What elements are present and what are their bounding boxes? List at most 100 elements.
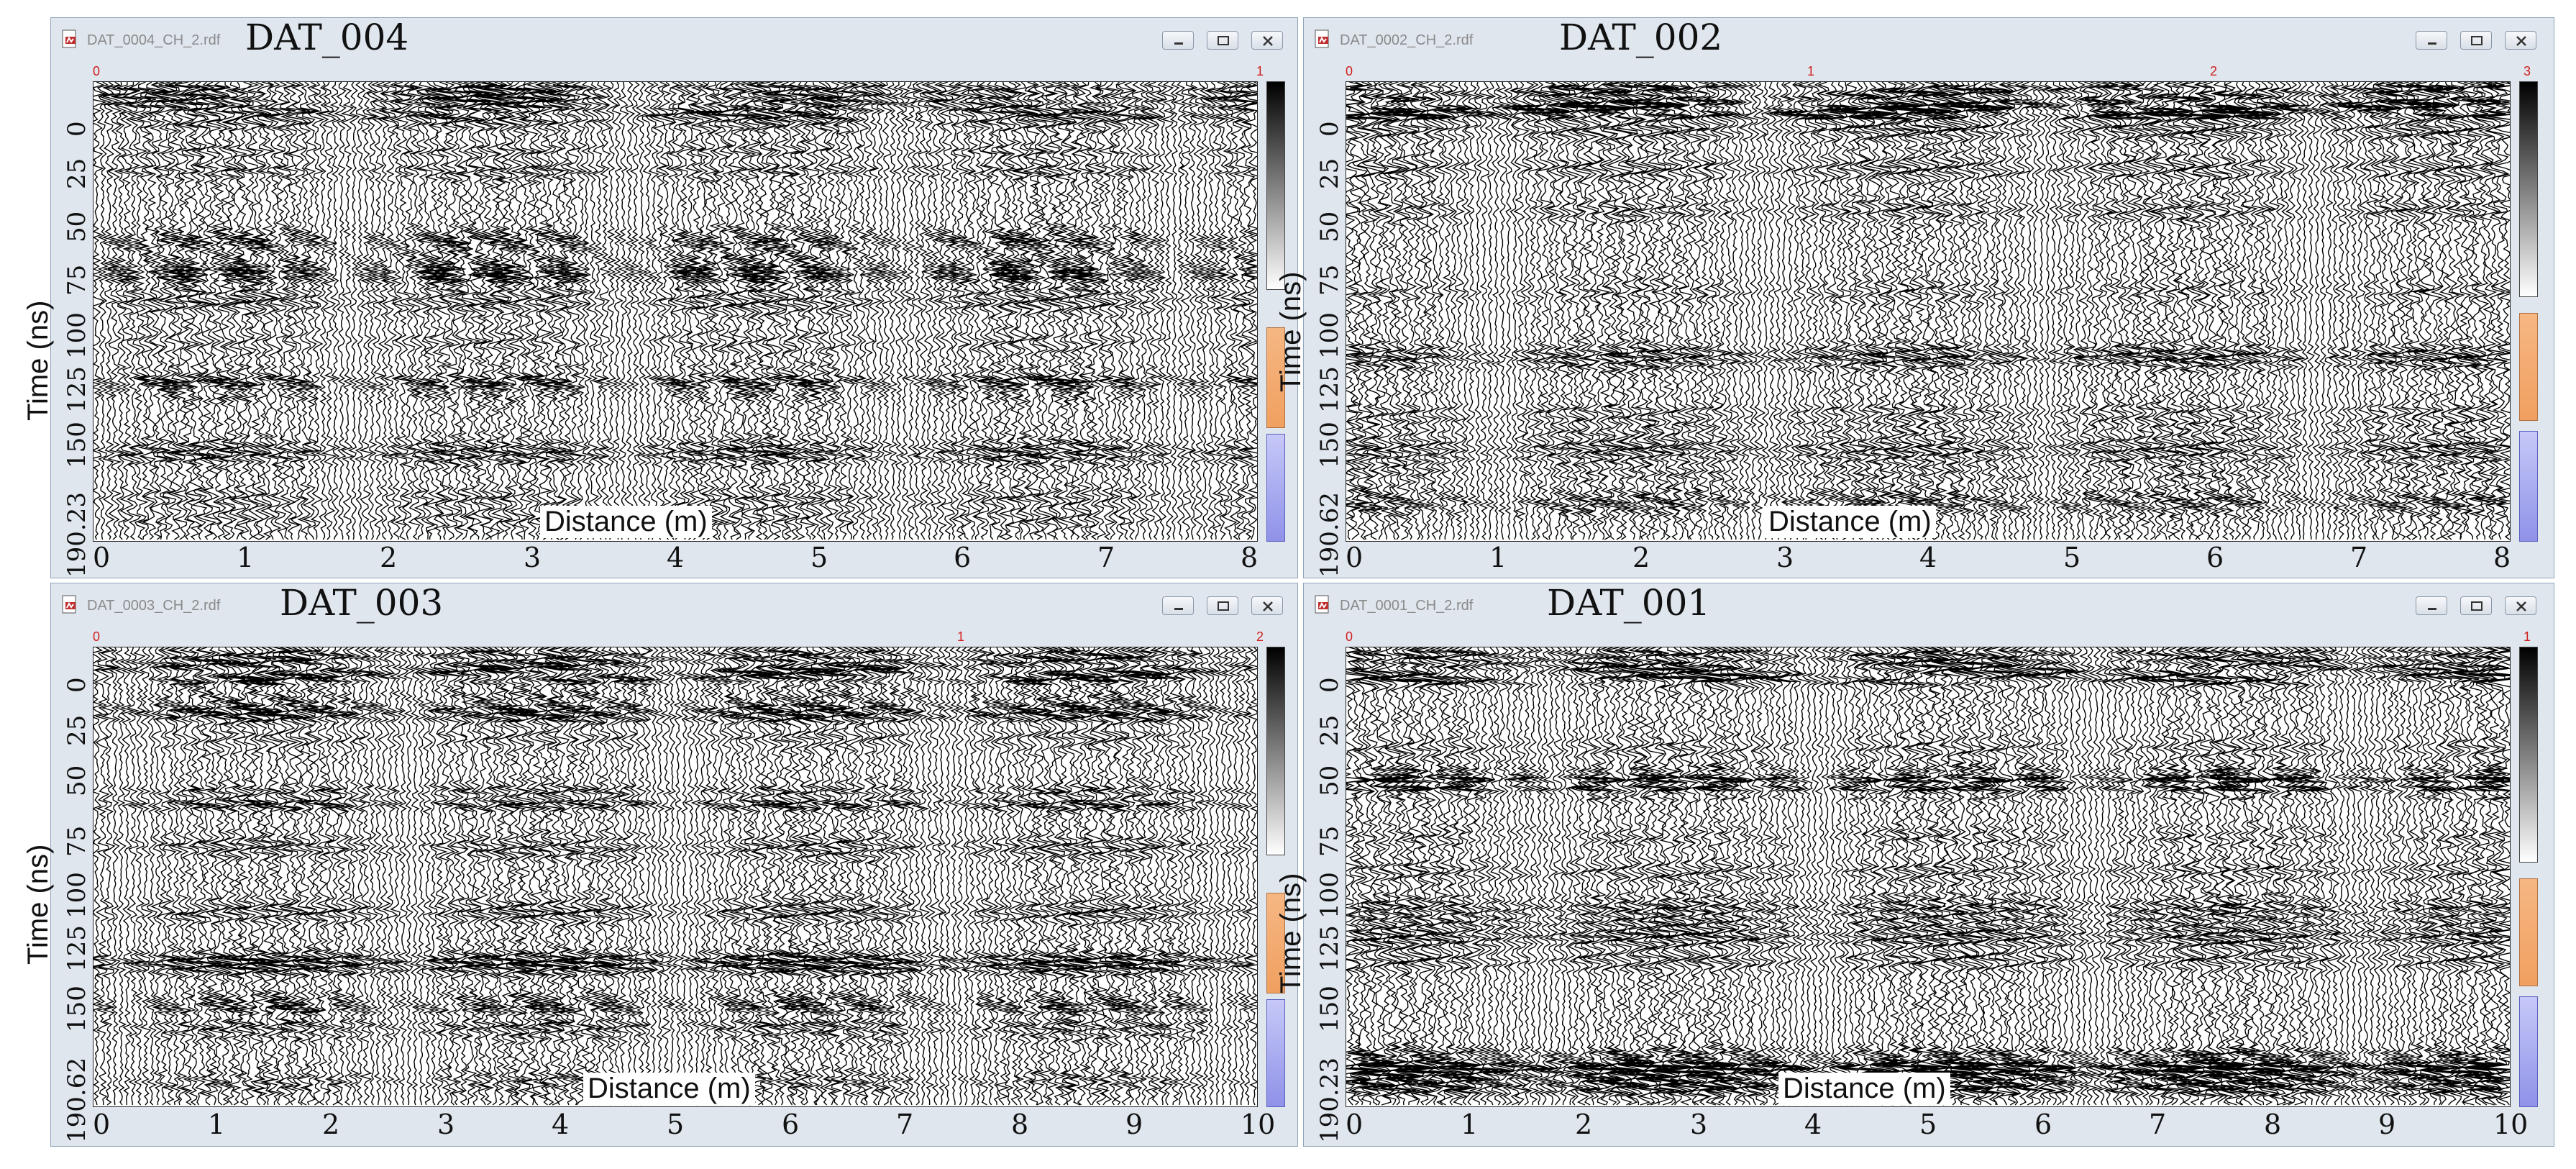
x-tick-label: 10 [1241, 1109, 1276, 1140]
x-tick-label: 4 [667, 542, 685, 573]
minimize-button[interactable] [1162, 31, 1194, 50]
top-scale-label: 2 [1256, 629, 1264, 644]
x-tick-label: 3 [1690, 1109, 1708, 1140]
x-tick-label: 5 [1919, 1109, 1937, 1140]
x-tick-label: 5 [667, 1109, 685, 1140]
gain-slider[interactable] [2519, 996, 2538, 1107]
title-bar[interactable]: DAT_0001_CH_2.rdf DAT_001 [1304, 582, 2554, 627]
y-tick-label: 25 [63, 158, 91, 189]
y-tick-label: 150 [63, 986, 91, 1032]
y-tick-label: 125 [1315, 925, 1344, 972]
window-dat002[interactable]: DAT_0002_CH_2.rdf DAT_002 0 1 2 3 Time (… [1275, 17, 2554, 578]
radar-file-icon [62, 29, 76, 48]
close-button[interactable] [1251, 596, 1283, 615]
file-name: DAT_0003_CH_2.rdf [87, 598, 221, 614]
close-icon [1263, 601, 1273, 611]
top-scale-label: 1 [2524, 629, 2531, 644]
y-tick-label: 125 [1315, 366, 1344, 413]
close-button[interactable] [2505, 596, 2536, 615]
file-name: DAT_0002_CH_2.rdf [1340, 32, 1474, 48]
x-tick-label: 0 [1346, 542, 1364, 573]
y-tick-label: 50 [63, 211, 91, 242]
close-button[interactable] [2505, 31, 2536, 50]
y-axis-title: Time (ns) [22, 300, 54, 421]
y-tick-label: 125 [63, 366, 91, 413]
top-scale-label: 0 [1346, 629, 1353, 644]
x-tick-label: 4 [552, 1109, 570, 1140]
gain-slider[interactable] [1266, 434, 1285, 542]
minimize-button[interactable] [1162, 596, 1194, 615]
close-icon [2516, 36, 2526, 46]
y-tick-label: 0 [1315, 121, 1344, 137]
gain-slider[interactable] [1266, 999, 1285, 1107]
y-axis-title: Time (ns) [1275, 873, 1307, 993]
amplitude-colorbar [2519, 81, 2538, 297]
dataset-label: DAT_002 [1559, 17, 1723, 58]
palette-slider[interactable] [1266, 893, 1285, 993]
palette-slider[interactable] [1266, 327, 1285, 428]
top-scale-label: 0 [93, 64, 101, 78]
maximize-button[interactable] [1207, 596, 1238, 615]
x-tick-label: 8 [1011, 1109, 1029, 1140]
radargram-plot[interactable] [93, 647, 1258, 1107]
y-tick-label: 100 [63, 872, 91, 919]
radargram-plot[interactable] [93, 81, 1258, 542]
window-dat004[interactable]: DAT_0004_CH_2.rdf DAT_004 0 1 Time (ns) … [22, 17, 1298, 578]
x-tick-label: 2 [322, 1109, 340, 1140]
window-dat003[interactable]: DAT_0003_CH_2.rdf DAT_003 0 1 2 Time (ns… [22, 582, 1298, 1147]
x-tick-label: 3 [1776, 542, 1794, 573]
x-axis-ticks: 0 1 2 3 4 5 6 7 8 [93, 542, 1258, 575]
x-tick-label: 0 [1346, 1109, 1364, 1140]
minimize-button[interactable] [2416, 596, 2447, 615]
maximize-icon [2471, 36, 2483, 45]
x-tick-label: 7 [896, 1109, 914, 1140]
x-axis-title: Distance (m) [583, 1073, 755, 1105]
y-tick-label: 75 [63, 264, 91, 296]
palette-slider[interactable] [2519, 313, 2538, 421]
dataset-label: DAT_004 [245, 17, 409, 58]
y-tick-label: 150 [63, 422, 91, 468]
palette-slider[interactable] [2519, 878, 2538, 986]
dataset-label: DAT_003 [280, 582, 444, 624]
amplitude-colorbar [1266, 647, 1285, 855]
x-tick-label: 8 [2493, 542, 2511, 573]
y-tick-label: 0 [63, 677, 91, 693]
top-scale-label: 3 [2524, 64, 2531, 78]
top-scale-label: 0 [93, 629, 101, 644]
radargram-plot[interactable] [1346, 647, 2511, 1107]
x-tick-label: 6 [954, 542, 972, 573]
gain-slider[interactable] [2519, 431, 2538, 542]
minimize-button[interactable] [2416, 31, 2447, 50]
x-tick-label: 1 [1461, 1109, 1479, 1140]
y-tick-label: 190.23 [63, 492, 91, 578]
dataset-label: DAT_001 [1547, 582, 1711, 624]
y-tick-label: 75 [1315, 264, 1344, 296]
y-tick-label: 50 [1315, 765, 1344, 796]
radar-file-icon [1315, 595, 1329, 614]
x-tick-label: 8 [1241, 542, 1259, 573]
radar-file-icon [62, 595, 76, 614]
x-tick-label: 8 [2264, 1109, 2282, 1140]
title-bar[interactable]: DAT_0003_CH_2.rdf DAT_003 [51, 582, 1297, 627]
trace-wiggles [1346, 82, 2510, 540]
x-tick-label: 7 [2149, 1109, 2167, 1140]
maximize-button[interactable] [2460, 31, 2492, 50]
y-tick-label: 100 [63, 312, 91, 359]
x-tick-label: 5 [810, 542, 828, 573]
close-icon [2516, 601, 2526, 611]
x-tick-label: 3 [524, 542, 542, 573]
y-tick-label: 75 [1315, 825, 1344, 857]
y-tick-label: 25 [1315, 158, 1344, 189]
window-dat001[interactable]: DAT_0001_CH_2.rdf DAT_001 0 1 Time (ns) … [1275, 582, 2554, 1147]
radargram-plot[interactable] [1346, 81, 2511, 542]
title-bar[interactable]: DAT_0002_CH_2.rdf DAT_002 [1304, 17, 2554, 61]
maximize-button[interactable] [1207, 31, 1238, 50]
y-tick-label: 190.23 [1315, 1057, 1344, 1143]
title-bar[interactable]: DAT_0004_CH_2.rdf DAT_004 [51, 17, 1297, 61]
y-tick-label: 190.62 [1315, 492, 1344, 578]
close-button[interactable] [1251, 31, 1283, 50]
maximize-button[interactable] [2460, 596, 2492, 615]
trace-wiggles [1346, 647, 2510, 1106]
maximize-icon [1218, 36, 1229, 45]
x-tick-label: 9 [1125, 1109, 1143, 1140]
